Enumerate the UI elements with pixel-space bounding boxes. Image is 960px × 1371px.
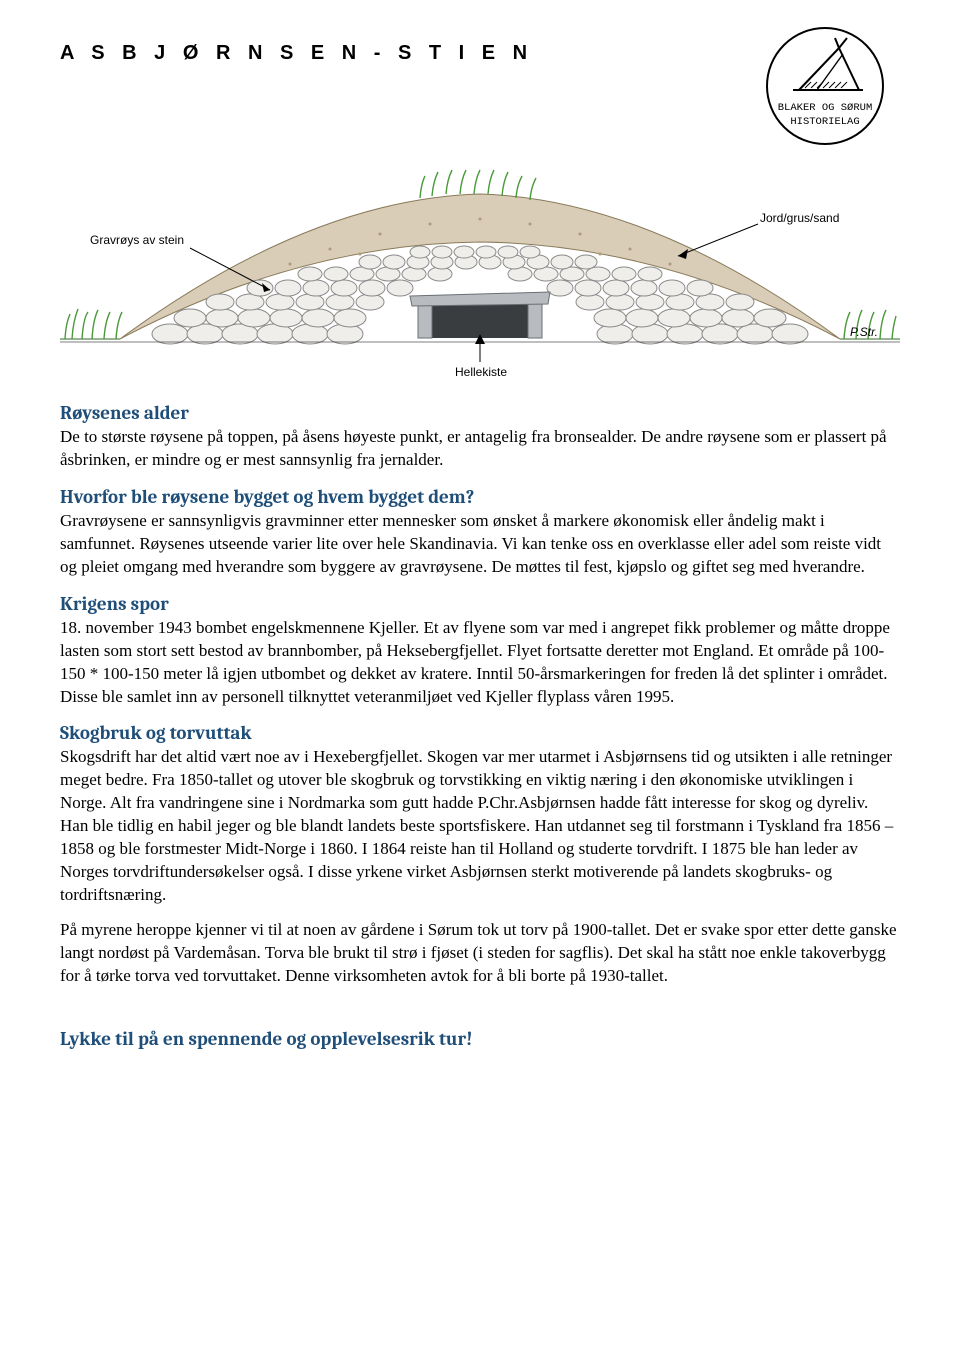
- diagram-signature: P.Str.: [850, 325, 878, 339]
- body-hvorfor: Gravrøysene er sannsynligvis gravminner …: [60, 510, 900, 579]
- label-bottom-group: Hellekiste: [455, 334, 507, 379]
- diagram-label-right: Jord/grus/sand: [760, 211, 839, 225]
- burial-mound-diagram: Gravrøys av stein Jord/grus/sand Helleki…: [60, 164, 900, 384]
- body-skogbruk: Skogsdrift har det altid vært noe av i H…: [60, 746, 900, 907]
- logo-text-top: BLAKER OG SØRUM: [778, 102, 873, 114]
- grass-left: [60, 309, 122, 339]
- diagram-label-bottom: Hellekiste: [455, 365, 507, 379]
- stone-cist: [410, 292, 550, 338]
- heading-roysenes-alder: Røysenes alder: [60, 402, 900, 424]
- heading-krigens-spor: Krigens spor: [60, 593, 900, 615]
- body-krigens-spor: 18. november 1943 bombet engelskmennene …: [60, 617, 900, 709]
- logo-text-bottom: HISTORIELAG: [790, 116, 859, 128]
- body-myrene: På myrene heroppe kjenner vi til at noen…: [60, 919, 900, 988]
- page-header: A S B J Ø R N S E N - S T I E N BLAKER O…: [60, 24, 900, 154]
- heading-skogbruk: Skogbruk og torvuttak: [60, 722, 900, 744]
- heading-hvorfor: Hvorfor ble røysene bygget og hvem bygge…: [60, 486, 900, 508]
- site-title: A S B J Ø R N S E N - S T I E N: [60, 24, 533, 65]
- closing-line: Lykke til på en spennende og opplevelses…: [60, 1028, 900, 1050]
- label-right-group: Jord/grus/sand: [678, 211, 839, 259]
- logo: BLAKER OG SØRUM HISTORIELAG: [750, 24, 900, 154]
- body-roysenes-alder: De to største røysene på toppen, på åsen…: [60, 426, 900, 472]
- diagram-label-left: Gravrøys av stein: [90, 233, 184, 247]
